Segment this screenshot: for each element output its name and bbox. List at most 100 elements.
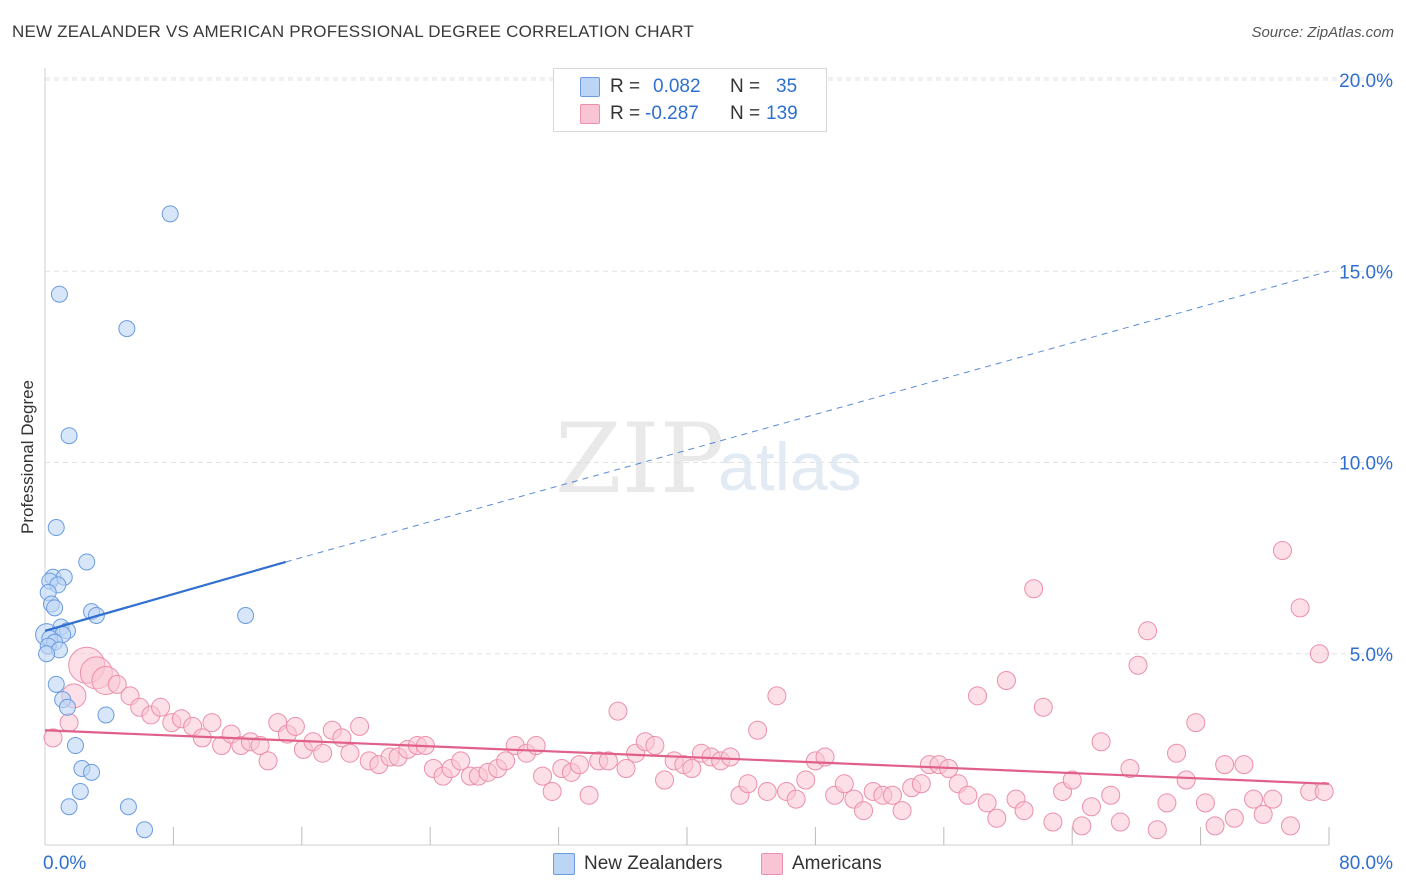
americans-point [1157, 793, 1177, 813]
pink-swatch [580, 104, 600, 124]
americans-point [598, 751, 618, 771]
americans-point [1290, 598, 1310, 618]
new-zealanders-point [136, 821, 154, 839]
watermark-atlas: atlas [718, 429, 862, 505]
americans-point [1091, 732, 1111, 752]
americans-point [1147, 820, 1167, 840]
americans-point [1033, 697, 1053, 717]
americans-point [1081, 797, 1101, 817]
americans-point [1138, 621, 1158, 641]
americans-point [911, 774, 931, 794]
americans-point [1062, 770, 1082, 790]
new-zealanders-point [237, 607, 255, 624]
source-credit: Source: ZipAtlas.com [1251, 24, 1394, 41]
americans-point [350, 716, 370, 736]
americans-point [1120, 759, 1140, 778]
n-label: N = [730, 103, 761, 124]
americans-point [151, 697, 171, 717]
americans-point [1101, 785, 1121, 805]
americans-point [748, 720, 768, 740]
americans-point [533, 766, 553, 786]
americans-point [1110, 812, 1130, 832]
americans-point [757, 781, 777, 801]
americans-point [107, 674, 127, 694]
americans-point [250, 736, 270, 756]
watermark-zip: ZIP [555, 403, 724, 515]
y-tick-label: 5.0% [1350, 645, 1393, 666]
y-tick-label: 10.0% [1339, 454, 1393, 475]
americans-point [202, 713, 222, 733]
americans-point [616, 759, 636, 778]
americans-point [834, 774, 854, 794]
americans-point [645, 736, 665, 756]
americans-point [987, 808, 1007, 828]
americans-point [1128, 655, 1148, 675]
new-zealanders-point [47, 675, 65, 693]
chart-title: NEW ZEALANDER VS AMERICAN PROFESSIONAL D… [12, 22, 695, 41]
new-zealanders-point [60, 798, 78, 816]
americans-point [451, 751, 471, 771]
pink-swatch [761, 853, 783, 875]
y-tick-label: 15.0% [1339, 262, 1393, 283]
r-value: -0.287 [645, 103, 699, 124]
americans-point [542, 781, 562, 801]
americans-point [767, 686, 787, 706]
new-zealanders-point [119, 798, 137, 816]
legend-row-new-zealanders: R = 0.082 N = 35 [554, 74, 826, 100]
legend-label: New Zealanders [584, 853, 723, 874]
new-zealanders-trend-extension [285, 270, 1330, 563]
americans-point [496, 751, 516, 771]
new-zealanders-point [83, 763, 101, 781]
americans-point [968, 686, 988, 706]
americans-point [854, 801, 874, 821]
r-label: R = [610, 76, 641, 97]
americans-point [1043, 812, 1063, 832]
americans-point [1176, 770, 1196, 790]
legend-label: Americans [792, 853, 882, 874]
americans-point [1195, 793, 1215, 813]
americans-point [1309, 644, 1329, 664]
legend-row-americans: R = -0.287 N = 139 [554, 101, 826, 127]
new-zealanders-point [66, 737, 84, 755]
trend-lines [44, 270, 1330, 785]
americans-point [608, 701, 628, 721]
americans-point [1186, 713, 1206, 733]
new-zealanders-point [46, 599, 64, 617]
americans-point [958, 785, 978, 805]
americans-points [43, 540, 1334, 840]
americans-point [1215, 755, 1235, 775]
new-zealanders-point [58, 698, 76, 716]
new-zealanders-point [97, 706, 115, 724]
americans-point [569, 755, 589, 775]
new-zealanders-point [47, 519, 65, 537]
americans-point [786, 789, 806, 809]
americans-point [996, 671, 1016, 691]
americans-point [1167, 743, 1187, 763]
new-zealanders-point [161, 205, 179, 223]
new-zealanders-point [71, 782, 89, 800]
x-tick-label: 80.0% [1339, 853, 1393, 874]
americans-point [1244, 789, 1264, 809]
x-tick-label: 0.0% [43, 853, 86, 874]
grid [45, 77, 1394, 655]
americans-point [1280, 816, 1300, 836]
americans-point [1224, 808, 1244, 828]
americans-point [682, 759, 702, 778]
n-value: 35 [776, 76, 798, 97]
correlation-legend: R = 0.082 N = 35 R = -0.287 N = 139 [553, 68, 827, 132]
blue-swatch [553, 853, 575, 875]
americans-point [882, 785, 902, 805]
new-zealanders-point [50, 285, 68, 303]
new-zealanders-point [118, 320, 136, 338]
americans-point [1272, 540, 1292, 560]
r-label: R = [610, 103, 641, 124]
axes [44, 68, 1330, 846]
blue-swatch [580, 77, 600, 97]
americans-point [1072, 816, 1092, 836]
americans-trend-line [44, 729, 1330, 785]
americans-point [313, 743, 333, 763]
new-zealanders-trend-line [44, 560, 287, 632]
americans-point [1024, 579, 1044, 599]
